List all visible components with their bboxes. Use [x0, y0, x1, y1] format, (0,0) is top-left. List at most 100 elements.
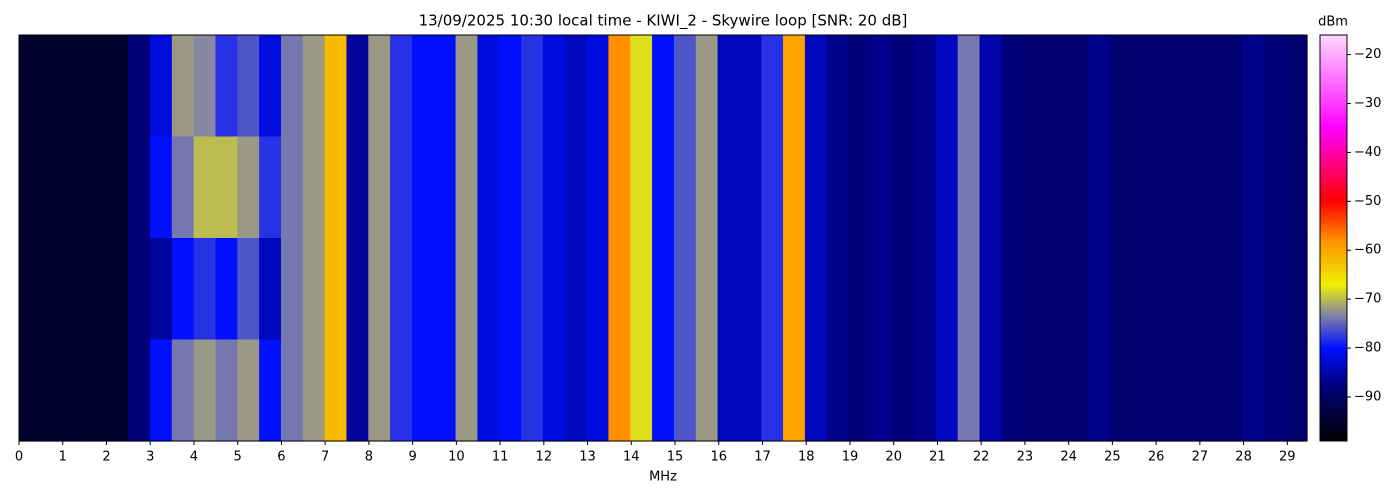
heatmap-cell: [1023, 136, 1046, 239]
heatmap-cell: [411, 136, 435, 239]
heatmap-cell: [1154, 35, 1177, 138]
heatmap-cell: [1241, 35, 1264, 138]
heatmap-cell: [717, 136, 741, 239]
heatmap-cell: [62, 35, 86, 138]
heatmap-cell: [652, 339, 675, 442]
heatmap-cell: [761, 136, 784, 239]
heatmap-cell: [521, 35, 544, 138]
heatmap-cell: [586, 238, 610, 341]
heatmap-cell: [259, 136, 282, 239]
heatmap-cell: [1066, 238, 1090, 341]
heatmap-cell: [1241, 238, 1264, 341]
heatmap-cell: [19, 136, 42, 239]
heatmap-cell: [390, 136, 413, 239]
heatmap-cell: [19, 238, 42, 341]
heatmap-cell: [1001, 35, 1024, 138]
heatmap-cell: [673, 136, 697, 239]
chart-title: 13/09/2025 10:30 local time - KIWI_2 - S…: [419, 12, 908, 31]
heatmap-cell: [259, 339, 282, 442]
x-tick-label: 15: [667, 450, 684, 465]
heatmap-cell: [324, 136, 348, 239]
heatmap-cell: [673, 339, 697, 442]
x-tick-label: 21: [929, 450, 946, 465]
x-tick-label: 4: [190, 450, 198, 465]
heatmap-cell: [1066, 136, 1090, 239]
heatmap-cell: [1285, 35, 1308, 138]
heatmap-cell: [739, 238, 762, 341]
heatmap-cell: [171, 339, 195, 442]
heatmap-cell: [935, 136, 959, 239]
heatmap-cell: [171, 35, 195, 138]
heatmap-cell: [870, 238, 893, 341]
heatmap-cell: [564, 339, 588, 442]
heatmap-cell: [215, 339, 238, 442]
heatmap-cell: [935, 339, 959, 442]
heatmap-cell: [521, 136, 544, 239]
heatmap-cell: [826, 339, 850, 442]
heatmap-cell: [1263, 136, 1286, 239]
heatmap-cell: [957, 136, 981, 239]
heatmap-cell: [673, 35, 697, 138]
heatmap-cell: [608, 238, 631, 341]
heatmap-cell: [1110, 136, 1133, 239]
heatmap-cell: [1088, 35, 1112, 138]
heatmap-cell: [979, 339, 1002, 442]
heatmap-cell: [564, 35, 588, 138]
heatmap-cell: [804, 339, 828, 442]
heatmap-cell: [62, 339, 86, 442]
x-tick-label: 3: [146, 450, 154, 465]
x-axis-label: MHz: [649, 470, 677, 485]
heatmap-cell: [804, 136, 828, 239]
heatmap-cell: [128, 136, 151, 239]
heatmap-cell: [346, 35, 369, 138]
colorbar: [1319, 34, 1348, 442]
heatmap-cell: [1285, 238, 1308, 341]
heatmap-cell: [979, 238, 1002, 341]
heatmap-cell: [1132, 35, 1155, 138]
heatmap-cell: [935, 238, 959, 341]
heatmap-cell: [149, 339, 173, 442]
x-tick-label: 26: [1148, 450, 1165, 465]
heatmap-cell: [1132, 238, 1155, 341]
heatmap-cell: [564, 238, 588, 341]
heatmap-cell: [215, 238, 238, 341]
heatmap-cell: [390, 339, 413, 442]
heatmap-cell: [1045, 35, 1068, 138]
heatmap-cell: [1023, 238, 1046, 341]
heatmap-cell: [1023, 35, 1046, 138]
heatmap-cell: [826, 35, 850, 138]
x-tick-label: 19: [842, 450, 859, 465]
heatmap-cell: [761, 35, 784, 138]
x-tick-label: 6: [277, 450, 285, 465]
heatmap-cell: [521, 238, 544, 341]
x-tick-label: 8: [365, 450, 373, 465]
heatmap-cell: [237, 238, 260, 341]
heatmap-cell: [1285, 339, 1308, 442]
heatmap-cell: [19, 339, 42, 442]
heatmap-cell: [1110, 35, 1133, 138]
heatmap-cell: [783, 35, 806, 138]
x-tick-label: 20: [885, 450, 902, 465]
heatmap-cell: [1066, 339, 1090, 442]
heatmap-cell: [455, 238, 479, 341]
heatmap-cell: [892, 136, 915, 239]
heatmap-cell: [193, 136, 217, 239]
heatmap-cell: [411, 339, 435, 442]
heatmap-cell: [586, 35, 610, 138]
heatmap-cell: [1176, 238, 1199, 341]
heatmap-cell: [870, 339, 893, 442]
x-tick-label: 7: [321, 450, 329, 465]
heatmap-cell: [979, 35, 1002, 138]
heatmap-cell: [455, 35, 479, 138]
heatmap-cell: [979, 136, 1002, 239]
heatmap-cell: [1045, 136, 1068, 239]
heatmap-cell: [302, 35, 326, 138]
heatmap-cell: [1176, 339, 1199, 442]
heatmap-cell: [608, 35, 631, 138]
heatmap-cell: [1241, 136, 1264, 239]
x-tick-label: 1: [59, 450, 67, 465]
heatmap-cell: [892, 339, 915, 442]
heatmap-cell: [106, 238, 129, 341]
x-tick-label: 11: [492, 450, 509, 465]
heatmap-cell: [324, 35, 348, 138]
